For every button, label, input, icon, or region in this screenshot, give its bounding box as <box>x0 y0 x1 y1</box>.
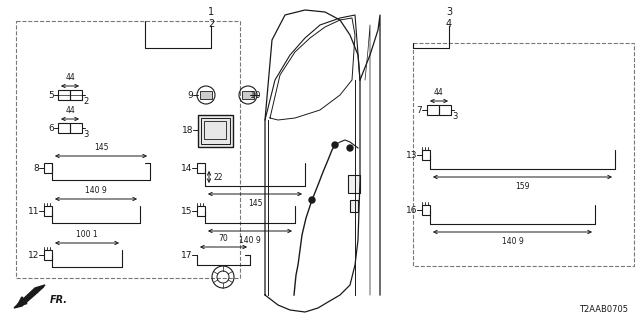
Text: 2: 2 <box>83 97 88 106</box>
Bar <box>70 90 82 100</box>
Text: 145: 145 <box>248 199 262 208</box>
Bar <box>204 121 226 139</box>
Text: 11: 11 <box>28 206 39 215</box>
Bar <box>44 163 52 173</box>
Text: 44: 44 <box>434 88 444 97</box>
Bar <box>198 115 233 147</box>
Text: 12: 12 <box>28 251 39 260</box>
Text: 100 1: 100 1 <box>76 230 98 239</box>
Text: FR.: FR. <box>50 295 68 305</box>
Bar <box>422 150 430 160</box>
Text: 140 9: 140 9 <box>502 237 524 246</box>
Text: 16: 16 <box>406 205 417 214</box>
Circle shape <box>332 142 338 148</box>
Circle shape <box>309 197 315 203</box>
Text: 9: 9 <box>188 91 193 100</box>
Bar <box>422 205 430 215</box>
Bar <box>16 21 240 278</box>
Bar <box>201 118 230 144</box>
Text: 70: 70 <box>219 234 228 243</box>
Text: 14: 14 <box>180 164 192 172</box>
Text: 18: 18 <box>182 125 193 134</box>
Text: 140 9: 140 9 <box>85 186 107 195</box>
Bar <box>58 90 70 100</box>
Text: 1: 1 <box>208 7 214 17</box>
Bar <box>413 43 634 266</box>
Circle shape <box>347 145 353 151</box>
Text: 10: 10 <box>250 91 262 100</box>
Text: 3: 3 <box>446 7 452 17</box>
Text: 145: 145 <box>93 143 108 152</box>
Text: 5: 5 <box>48 91 54 100</box>
Bar <box>348 175 360 193</box>
Text: 4: 4 <box>446 19 452 29</box>
Bar <box>44 206 52 216</box>
Text: 15: 15 <box>180 206 192 215</box>
Text: 6: 6 <box>48 124 54 132</box>
Polygon shape <box>14 285 45 308</box>
Text: 8: 8 <box>33 164 39 172</box>
Bar <box>197 206 205 216</box>
Bar <box>200 91 212 99</box>
Text: 44: 44 <box>65 106 75 115</box>
Text: 159: 159 <box>515 182 530 191</box>
Text: 7: 7 <box>416 106 422 115</box>
Bar <box>197 163 205 173</box>
Text: 13: 13 <box>406 150 417 159</box>
Bar <box>427 105 439 115</box>
Bar <box>350 200 358 212</box>
Bar <box>58 123 70 133</box>
Bar <box>70 123 82 133</box>
Text: 17: 17 <box>180 251 192 260</box>
Text: 3: 3 <box>83 130 88 139</box>
Text: 3: 3 <box>452 112 458 121</box>
Bar <box>44 250 52 260</box>
Text: 2: 2 <box>208 19 214 29</box>
Text: T2AAB0705: T2AAB0705 <box>579 306 628 315</box>
Bar <box>439 105 451 115</box>
Text: 22: 22 <box>213 172 223 181</box>
Text: 140 9: 140 9 <box>239 236 261 245</box>
Text: 44: 44 <box>65 73 75 82</box>
Bar <box>242 91 254 99</box>
